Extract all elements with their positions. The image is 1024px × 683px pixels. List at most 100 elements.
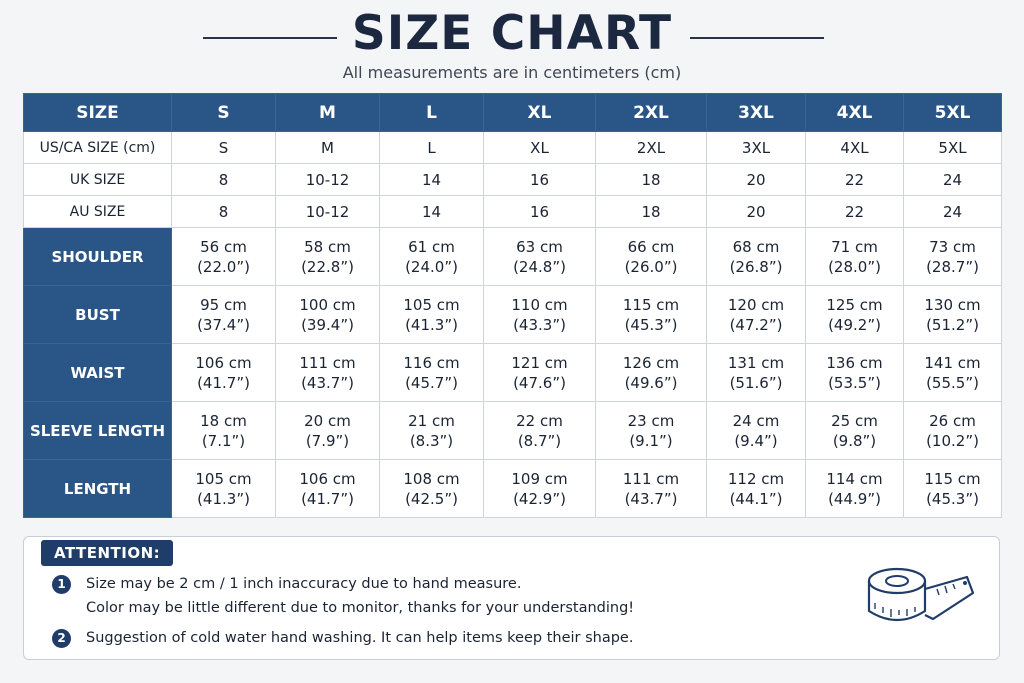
inch-value: (53.5”) — [828, 373, 881, 392]
cm-value: 125 cm — [826, 295, 883, 314]
inch-value: (9.1”) — [629, 431, 673, 450]
cm-value: 21 cm — [408, 411, 455, 430]
header-cell-size: 3XL — [706, 93, 806, 132]
row-label: US/CA SIZE (cm) — [23, 131, 172, 164]
table-cell: 10-12 — [275, 163, 380, 196]
table-cell: 68 cm (26.8”) — [706, 227, 806, 286]
table-cell: 131 cm (51.6”) — [706, 343, 806, 402]
row-label: SLEEVE LENGTH — [23, 401, 172, 460]
table-cell: M — [275, 131, 380, 164]
table-cell: 105 cm (41.3”) — [171, 459, 276, 518]
inch-value: (41.3”) — [405, 315, 458, 334]
cm-value: 61 cm — [408, 237, 455, 256]
table-cell: 73 cm (28.7”) — [903, 227, 1002, 286]
table-cell: 16 — [483, 163, 596, 196]
note-line: Suggestion of cold water hand washing. I… — [86, 630, 634, 646]
cm-value: 108 cm — [403, 469, 460, 488]
table-cell: 24 cm (9.4”) — [706, 401, 806, 460]
cm-value: 141 cm — [924, 353, 981, 372]
inch-value: (9.4”) — [734, 431, 778, 450]
inch-value: (47.6”) — [513, 373, 566, 392]
cm-value: 115 cm — [924, 469, 981, 488]
inch-value: (42.5”) — [405, 489, 458, 508]
cm-value: 110 cm — [511, 295, 568, 314]
table-cell: 14 — [379, 195, 484, 228]
cm-value: 25 cm — [831, 411, 878, 430]
table-cell: 24 — [903, 195, 1002, 228]
cm-value: 73 cm — [929, 237, 976, 256]
table-cell: 111 cm (43.7”) — [595, 459, 707, 518]
table-cell: 106 cm (41.7”) — [275, 459, 380, 518]
cm-value: 114 cm — [826, 469, 883, 488]
table-cell: 8 — [171, 163, 276, 196]
inch-value: (44.1”) — [729, 489, 783, 508]
inch-value: (49.6”) — [624, 373, 678, 392]
intl-size-row: AU SIZE 8 10-12 14 16 18 20 22 24 — [23, 195, 1002, 228]
cm-value: 105 cm — [403, 295, 460, 314]
table-cell: 66 cm (26.0”) — [595, 227, 707, 286]
cm-value: 22 cm — [516, 411, 563, 430]
inch-value: (43.7”) — [301, 373, 354, 392]
cm-value: 130 cm — [924, 295, 981, 314]
row-label: UK SIZE — [23, 163, 172, 196]
table-cell: 58 cm (22.8”) — [275, 227, 380, 286]
inch-value: (41.3”) — [197, 489, 250, 508]
inch-value: (22.8”) — [301, 257, 354, 276]
page-title: SIZE CHART — [351, 6, 673, 61]
table-cell: 16 — [483, 195, 596, 228]
inch-value: (24.0”) — [405, 257, 458, 276]
inch-value: (24.8”) — [513, 257, 566, 276]
row-label: SHOULDER — [23, 227, 172, 286]
cm-value: 106 cm — [195, 353, 252, 372]
inch-value: (51.2”) — [926, 315, 979, 334]
table-cell: 100 cm (39.4”) — [275, 285, 380, 344]
inch-value: (49.2”) — [828, 315, 881, 334]
header-cell-size: M — [275, 93, 380, 132]
inch-value: (42.9”) — [513, 489, 566, 508]
table-cell: 115 cm (45.3”) — [903, 459, 1002, 518]
table-cell: 18 — [595, 195, 707, 228]
table-cell: 116 cm (45.7”) — [379, 343, 484, 402]
table-cell: 4XL — [805, 131, 904, 164]
cm-value: 71 cm — [831, 237, 878, 256]
measurement-row: WAIST 106 cm (41.7”) 111 cm (43.7”) 116 cm (45… — [23, 343, 1002, 402]
note-number-badge: 2 — [52, 629, 71, 648]
table-cell: 22 cm (8.7”) — [483, 401, 596, 460]
table-cell: 18 — [595, 163, 707, 196]
table-cell: 108 cm (42.5”) — [379, 459, 484, 518]
inch-value: (44.9”) — [828, 489, 881, 508]
note-line: Size may be 2 cm / 1 inch inaccuracy due… — [86, 576, 522, 592]
cm-value: 106 cm — [299, 469, 356, 488]
table-cell: 22 — [805, 163, 904, 196]
table-cell: 56 cm (22.0”) — [171, 227, 276, 286]
cm-value: 111 cm — [622, 469, 680, 488]
cm-value: 120 cm — [727, 295, 785, 314]
table-cell: 121 cm (47.6”) — [483, 343, 596, 402]
table-cell: 23 cm (9.1”) — [595, 401, 707, 460]
inch-value: (47.2”) — [729, 315, 783, 334]
table-cell: 115 cm (45.3”) — [595, 285, 707, 344]
cm-value: 136 cm — [826, 353, 883, 372]
inch-value: (7.1”) — [201, 431, 246, 450]
attention-title: ATTENTION: — [41, 540, 174, 566]
header-cell-size: XL — [483, 93, 596, 132]
header-cell-size: 5XL — [903, 93, 1002, 132]
attention-box: ATTENTION: 1 Size may be 2 cm / 1 inch i… — [23, 536, 1000, 660]
cm-value: 109 cm — [511, 469, 568, 488]
inch-value: (41.7”) — [197, 373, 250, 392]
table-cell: 5XL — [903, 131, 1002, 164]
intl-size-row: UK SIZE 8 10-12 14 16 18 20 22 24 — [23, 163, 1002, 196]
measurement-row: BUST 95 cm (37.4”) 100 cm (39.4”) 105 cm (41.3… — [23, 285, 1002, 344]
table-cell: 111 cm (43.7”) — [275, 343, 380, 402]
table-cell: 110 cm (43.3”) — [483, 285, 596, 344]
table-cell: L — [379, 131, 484, 164]
inch-value: (45.3”) — [926, 489, 979, 508]
cm-value: 126 cm — [622, 353, 680, 372]
inch-value: (51.6”) — [729, 373, 783, 392]
title-divider-right — [690, 37, 824, 39]
row-label: LENGTH — [23, 459, 172, 518]
row-label: AU SIZE — [23, 195, 172, 228]
cm-value: 26 cm — [929, 411, 976, 430]
table-cell: 105 cm (41.3”) — [379, 285, 484, 344]
size-header-row: SIZE S M L XL 2XL 3XL 4XL 5XL — [23, 93, 1002, 132]
